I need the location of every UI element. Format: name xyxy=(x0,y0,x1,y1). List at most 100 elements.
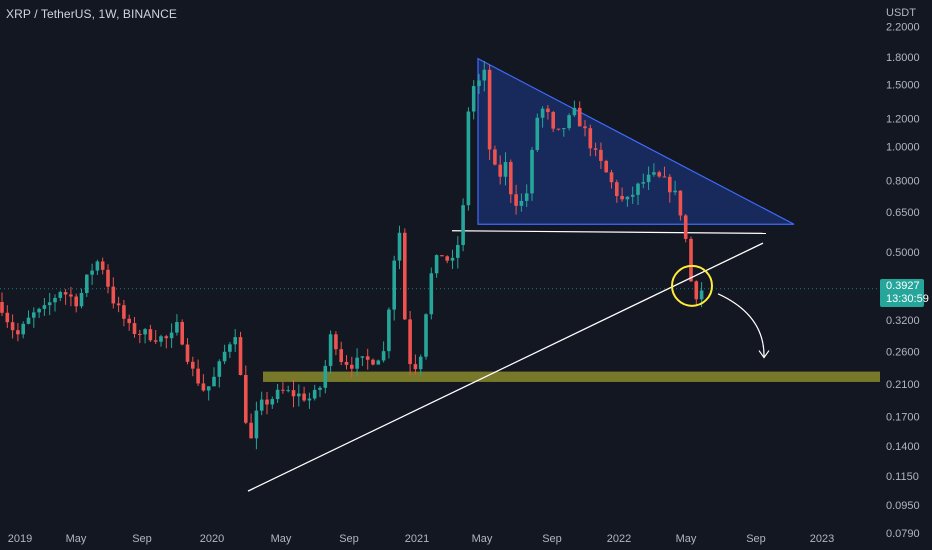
candle-body xyxy=(615,182,619,197)
candle-body xyxy=(153,340,158,342)
candle-body xyxy=(254,410,259,439)
candle-body xyxy=(482,69,487,81)
candle-body xyxy=(355,357,359,369)
candle-body xyxy=(604,160,608,173)
candle-body xyxy=(244,375,248,423)
candle-body xyxy=(683,215,688,239)
candle-body xyxy=(636,183,640,195)
y-tick-label: 1.5000 xyxy=(886,80,920,92)
candle-body xyxy=(281,389,285,391)
candle-body xyxy=(657,172,661,177)
candle-body xyxy=(524,193,529,201)
candle-body xyxy=(493,149,497,165)
candle-body xyxy=(164,336,169,339)
candle-body xyxy=(32,312,36,318)
candle-body xyxy=(191,361,195,369)
candle-body xyxy=(275,389,280,400)
candle-body xyxy=(334,334,338,350)
candle-body xyxy=(350,364,354,369)
candle-body xyxy=(16,330,20,335)
candle-body xyxy=(546,108,550,113)
candle-body xyxy=(461,205,465,245)
bar-countdown: 13:30:59 xyxy=(886,293,929,305)
candle-body xyxy=(487,69,492,150)
x-tick-label: 2019 xyxy=(8,533,32,545)
candle-body xyxy=(418,356,423,370)
candle-body xyxy=(535,117,540,150)
candle-body xyxy=(222,351,227,362)
candle-body xyxy=(673,190,677,193)
y-tick-label: 0.1700 xyxy=(886,411,920,423)
candle-body xyxy=(652,172,656,175)
candle-body xyxy=(169,332,174,339)
candle-body xyxy=(509,162,513,195)
candle-body xyxy=(233,337,237,345)
candle-body xyxy=(503,162,508,177)
candle-body xyxy=(132,323,137,335)
candle-body xyxy=(445,256,449,261)
candle-body xyxy=(540,108,545,118)
breakdown-highlight-circle xyxy=(671,264,713,307)
candle-body xyxy=(302,393,306,401)
y-tick-label: 0.0790 xyxy=(886,528,920,540)
candle-body xyxy=(519,200,524,206)
candle-body xyxy=(408,319,412,365)
candle-body xyxy=(413,364,418,370)
candle-body xyxy=(344,361,349,365)
candle-body xyxy=(201,383,206,391)
candle-body xyxy=(312,389,317,399)
support-zone-rect xyxy=(263,371,880,382)
candle-body xyxy=(37,308,41,313)
last-price-badge: 0.3927 13:30:59 xyxy=(880,279,929,307)
candle-body xyxy=(583,126,587,129)
x-tick-label: May xyxy=(676,533,697,545)
last-price: 0.3927 xyxy=(886,280,920,292)
candle-body xyxy=(159,336,163,342)
candle-body xyxy=(42,305,47,309)
candle-body xyxy=(143,329,147,335)
candle-body xyxy=(376,360,381,365)
candle-body xyxy=(122,305,126,319)
x-tick-label: 2021 xyxy=(405,533,429,545)
candle-body xyxy=(551,112,555,129)
currency-label: USDT xyxy=(886,7,916,19)
candle-body xyxy=(148,329,153,341)
candle-body xyxy=(477,80,481,87)
y-tick-label: 0.1400 xyxy=(886,441,920,453)
chart-title: XRP / TetherUS, 1W, BINANCE xyxy=(6,7,177,21)
candle-body xyxy=(249,422,253,439)
candle-body xyxy=(678,190,683,216)
candle-body xyxy=(429,273,434,315)
candle-body xyxy=(530,149,534,194)
candle-body xyxy=(668,176,672,193)
candle-body xyxy=(440,255,444,257)
y-tick-label: 1.8000 xyxy=(886,52,920,64)
candle-body xyxy=(387,309,391,352)
x-tick-label: Sep xyxy=(746,533,766,545)
y-axis: 2.2000 1.8000 1.5000 1.2000 1.0000 0.8000 0.65… xyxy=(886,21,920,540)
x-tick-label: 2022 xyxy=(607,533,631,545)
x-tick-label: 2020 xyxy=(200,533,224,545)
candle-body xyxy=(63,292,68,295)
candle-body xyxy=(116,303,121,306)
candle-body xyxy=(106,269,110,287)
x-tick-label: Sep xyxy=(132,533,152,545)
y-tick-label: 0.5000 xyxy=(886,247,920,259)
candle-body xyxy=(53,297,57,303)
candle-body xyxy=(646,174,651,183)
candle-body xyxy=(58,292,63,298)
candle-body xyxy=(339,349,343,362)
candle-body xyxy=(694,281,699,300)
candle-body xyxy=(297,393,301,397)
candle-body xyxy=(79,293,84,307)
candle-body xyxy=(138,334,142,336)
candle-body xyxy=(47,302,52,306)
y-tick-label: 0.3200 xyxy=(886,315,920,327)
candle-body xyxy=(111,286,116,304)
candle-body xyxy=(26,317,31,324)
x-tick-label: Sep xyxy=(339,533,359,545)
candle-body xyxy=(265,399,269,405)
candle-body xyxy=(514,194,518,206)
candle-body xyxy=(641,182,646,184)
